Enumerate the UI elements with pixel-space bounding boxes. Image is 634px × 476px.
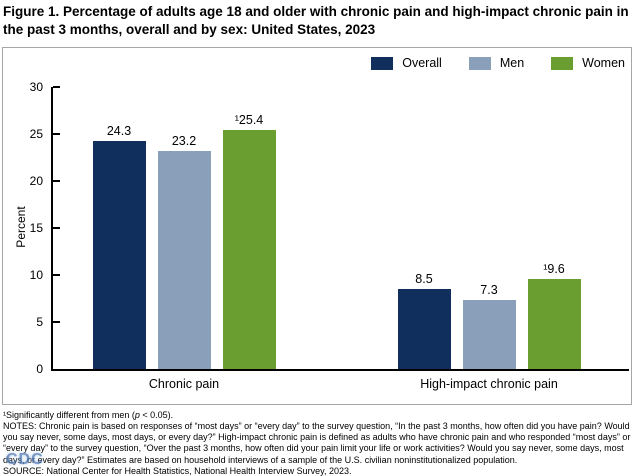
bar-value-label: 8.5 [415,272,433,287]
y-tick [53,274,60,276]
bar-women-1 [222,130,276,369]
y-tick-label: 0 [36,362,43,376]
y-tick-label: 15 [29,221,43,235]
y-tick [53,321,60,323]
legend-swatch-overall [371,56,394,70]
y-tick-label: 30 [29,80,43,94]
x-axis-line [51,369,629,371]
legend-label: Women [582,56,625,70]
x-category-label: Chronic pain [148,377,220,391]
legend-item-overall: Overall [371,56,442,70]
legend-item-men: Men [468,56,525,70]
footnotes: ¹Significantly different from men (p < 0… [3,410,631,476]
footnote-significance: ¹Significantly different from men (p < 0… [3,410,174,420]
x-category-label: High-impact chronic pain [420,377,558,391]
footnote-source: SOURCE: National Center for Health Stati… [3,465,352,476]
legend-swatch-women [551,56,574,70]
bar-value-label: 7.3 [480,283,498,298]
y-tick-label: 20 [29,174,43,188]
legend-label: Men [499,56,525,70]
figure-title: Figure 1. Percentage of adults age 18 an… [3,4,629,37]
y-axis-line [51,87,53,371]
y-tick-label: 5 [36,315,43,329]
bar-men-2 [462,300,516,369]
bar-men-1 [157,150,211,369]
footnote-notes: NOTES: Chronic pain is based on response… [3,421,631,465]
bar-women-2 [527,278,581,369]
y-tick [53,227,60,229]
y-tick-label: 10 [29,268,43,282]
bar-value-label: 23.2 [171,133,197,148]
legend-item-women: Women [551,56,625,70]
y-tick-label: 25 [29,127,43,141]
y-tick [53,133,60,135]
y-tick [53,180,60,182]
bar-value-label: ¹25.4 [234,113,264,128]
legend-label: Overall [402,56,442,70]
bar-value-label: ¹9.6 [543,261,565,276]
bar-overall-1 [92,140,146,369]
y-tick [53,86,60,88]
chart-area: Overall Men Women Percent 0 5 10 15 20 25 30 24.3… [2,47,632,405]
legend-swatch-men [468,56,491,70]
legend: Overall Men Women [371,56,625,70]
bar-overall-2 [397,289,451,369]
bar-value-label: 24.3 [106,123,132,138]
